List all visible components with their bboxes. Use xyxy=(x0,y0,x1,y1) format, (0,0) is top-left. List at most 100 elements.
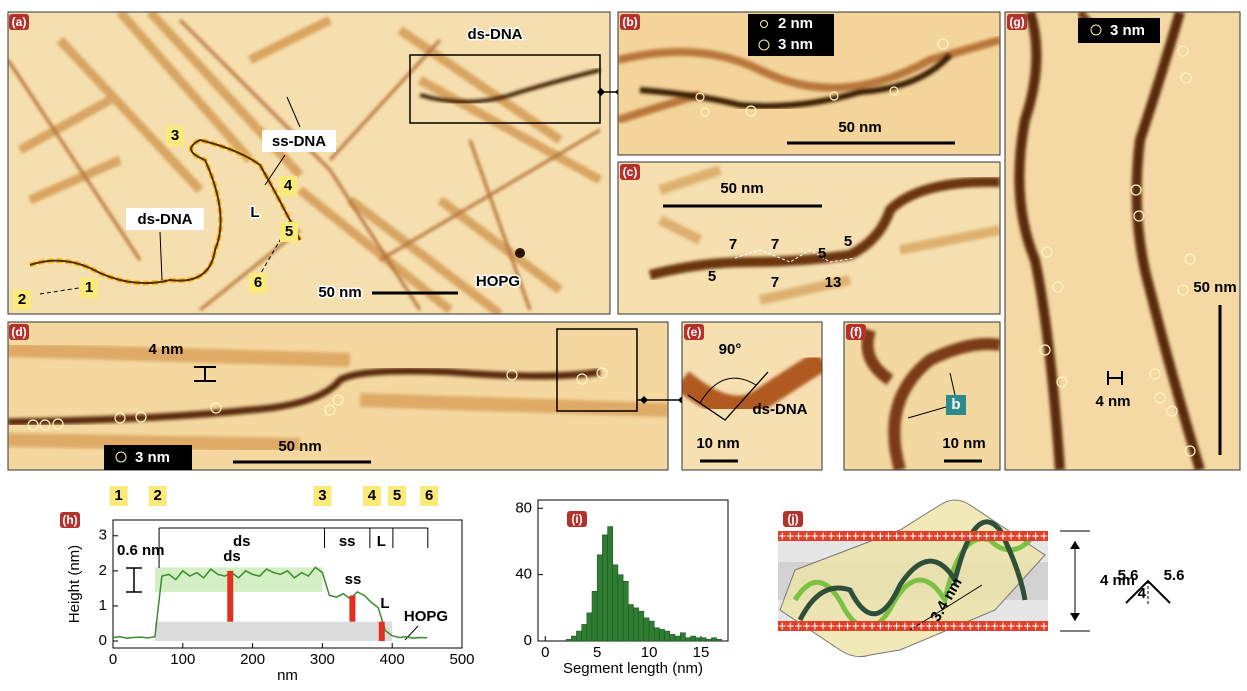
panel-label: (e) xyxy=(687,325,702,339)
y-tick-label: 3 xyxy=(99,527,107,544)
label: 5.6 xyxy=(1164,567,1185,584)
hist-bar xyxy=(628,605,633,641)
segment-length: 5 xyxy=(818,245,826,262)
hist-bar xyxy=(685,638,690,641)
hist-bar xyxy=(613,565,618,641)
panel-label: (d) xyxy=(11,325,26,339)
y-axis-label: Height (nm) xyxy=(66,545,83,623)
hist-bar xyxy=(717,639,722,641)
hist-bar xyxy=(696,638,701,641)
x-tick-label: 15 xyxy=(693,644,710,661)
label: 4 nm xyxy=(148,341,183,358)
hist-bar xyxy=(670,634,675,641)
segment-length: 13 xyxy=(825,274,842,291)
segment-length: 5 xyxy=(708,268,716,285)
point-label: 1 xyxy=(114,487,122,504)
hist-bar xyxy=(639,611,644,641)
point-label: 2 xyxy=(154,487,162,504)
x-tick-label: 500 xyxy=(449,651,474,668)
panel-label: (g) xyxy=(1009,15,1024,29)
label: 90° xyxy=(719,341,742,358)
segment-length: 7 xyxy=(729,236,737,253)
panel-label: (i) xyxy=(571,512,582,526)
hist-bar xyxy=(602,535,607,641)
label: ds-DNA xyxy=(753,401,808,418)
scale-label: 50 nm xyxy=(838,119,881,136)
hist-bar xyxy=(587,613,592,641)
legend-label: 3 nm xyxy=(778,36,813,53)
hist-bar xyxy=(649,621,654,641)
height-bar xyxy=(379,622,385,641)
afm-image-c xyxy=(618,162,1000,314)
legend-label: 2 nm xyxy=(778,15,813,32)
point-label: 4 xyxy=(368,487,377,504)
hist-bar xyxy=(675,636,680,641)
marker: 5 xyxy=(285,223,293,240)
marker: 2 xyxy=(18,291,26,308)
hist-bar xyxy=(706,639,711,641)
marker: 1 xyxy=(85,279,93,296)
height-bar xyxy=(349,595,355,621)
segment-label: ss xyxy=(339,533,356,550)
legend-label: 3 nm xyxy=(135,449,170,466)
x-tick-label: 400 xyxy=(380,651,405,668)
hist-bar xyxy=(659,629,664,641)
panel-label: (h) xyxy=(62,513,77,527)
hist-bar xyxy=(680,633,685,641)
point-label: 5 xyxy=(393,487,401,504)
x-tick-label: 0 xyxy=(541,644,549,661)
panel-label: (a) xyxy=(12,15,27,29)
marker: 4 xyxy=(284,177,293,194)
hist-bar xyxy=(566,639,571,641)
scale-label: 10 nm xyxy=(942,435,985,452)
scale-label: 10 nm xyxy=(696,435,739,452)
annotation: L xyxy=(380,595,389,612)
label: ss-DNA xyxy=(272,133,326,150)
segment-length: 7 xyxy=(771,274,779,291)
panel-label: (j) xyxy=(787,512,798,526)
label: 5.6 xyxy=(1118,567,1139,584)
band xyxy=(155,567,323,592)
label: 4 xyxy=(1138,585,1147,602)
annotation: 0.6 nm xyxy=(117,542,165,559)
marker: 6 xyxy=(254,274,262,291)
y-tick-label: 80 xyxy=(515,499,532,516)
y-tick-label: 2 xyxy=(99,562,107,579)
legend-label: 3 nm xyxy=(1110,22,1145,39)
y-tick-label: 0 xyxy=(524,632,532,649)
x-tick-label: 5 xyxy=(593,644,601,661)
x-tick-label: 300 xyxy=(310,651,335,668)
hist-bar xyxy=(665,631,670,641)
segment-label: L xyxy=(377,533,386,550)
annotation: ds xyxy=(223,548,241,565)
page: {"panels":{ "a":{"label":"(a)","ds_top":… xyxy=(0,0,1247,691)
segment-label: ds xyxy=(233,533,251,550)
x-tick-label: 10 xyxy=(641,644,658,661)
height-marker xyxy=(126,568,142,592)
scale-label: 50 nm xyxy=(1193,279,1236,296)
hist-bar xyxy=(608,527,613,641)
hist-bar xyxy=(592,591,597,641)
hist-bar xyxy=(576,631,581,641)
band xyxy=(155,622,392,641)
label: b xyxy=(951,396,960,413)
label: 4 nm xyxy=(1095,393,1130,410)
x-axis-label: nm xyxy=(277,667,298,684)
segment-length: 5 xyxy=(844,233,852,250)
hist-bar xyxy=(701,638,706,641)
hist-bar xyxy=(711,638,716,641)
marker: 3 xyxy=(171,127,179,144)
hist-bar xyxy=(571,636,576,641)
annotation: HOPG xyxy=(404,608,448,625)
label: L xyxy=(250,204,259,221)
x-tick-label: 0 xyxy=(109,651,117,668)
charges: ++++++++++++++++++++++++++++++++++++++++… xyxy=(729,528,1097,544)
charges: ++++++++++++++++++++++++++++++++++++++++… xyxy=(729,618,1097,634)
afm-image-a xyxy=(8,12,610,314)
y-tick-label: 1 xyxy=(99,597,107,614)
panel-label: (c) xyxy=(623,165,638,179)
scale-label: 50 nm xyxy=(318,284,361,301)
height-bar xyxy=(227,571,233,622)
x-tick-label: 200 xyxy=(240,651,265,668)
label: ds-DNA xyxy=(138,211,193,228)
